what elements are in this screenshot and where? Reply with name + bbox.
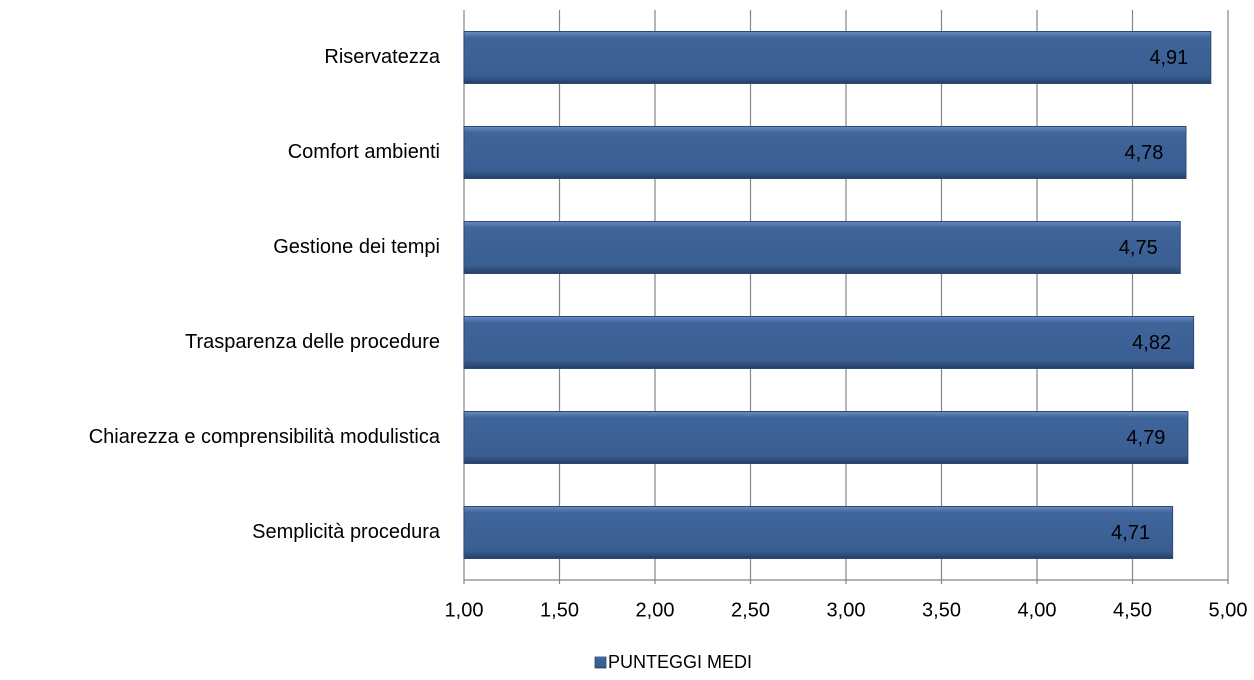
y-tick-label: Trasparenza delle procedure	[185, 331, 440, 353]
y-tick-label: Gestione dei tempi	[273, 236, 440, 258]
y-tick-label: Comfort ambienti	[288, 141, 440, 163]
y-tick-label: Chiarezza e comprensibilità modulistica	[89, 426, 441, 448]
x-tick-label: 1,50	[540, 599, 579, 621]
value-label: 4,71	[1111, 522, 1150, 544]
x-tick-label: 3,00	[827, 599, 866, 621]
bar	[463, 221, 1181, 274]
x-tick-label: 5,00	[1209, 599, 1248, 621]
legend-swatch	[594, 656, 607, 669]
value-label: 4,91	[1149, 47, 1188, 69]
bar	[463, 506, 1174, 559]
x-tick-label: 4,50	[1113, 599, 1152, 621]
value-label: 4,82	[1132, 332, 1171, 354]
y-tick-label: Semplicità procedura	[252, 521, 441, 543]
y-tick-label: Riservatezza	[324, 46, 440, 68]
value-label: 4,79	[1126, 427, 1165, 449]
x-tick-label: 4,00	[1018, 599, 1057, 621]
bar	[463, 316, 1195, 369]
x-tick-label: 1,00	[445, 599, 484, 621]
bar	[463, 31, 1212, 84]
value-label: 4,78	[1125, 142, 1164, 164]
value-label: 4,75	[1119, 237, 1158, 259]
legend-label: PUNTEGGI MEDI	[608, 652, 752, 672]
x-tick-label: 2,00	[636, 599, 675, 621]
x-tick-label: 2,50	[731, 599, 770, 621]
x-tick-label: 3,50	[922, 599, 961, 621]
bar	[463, 126, 1187, 179]
bar	[463, 411, 1189, 464]
